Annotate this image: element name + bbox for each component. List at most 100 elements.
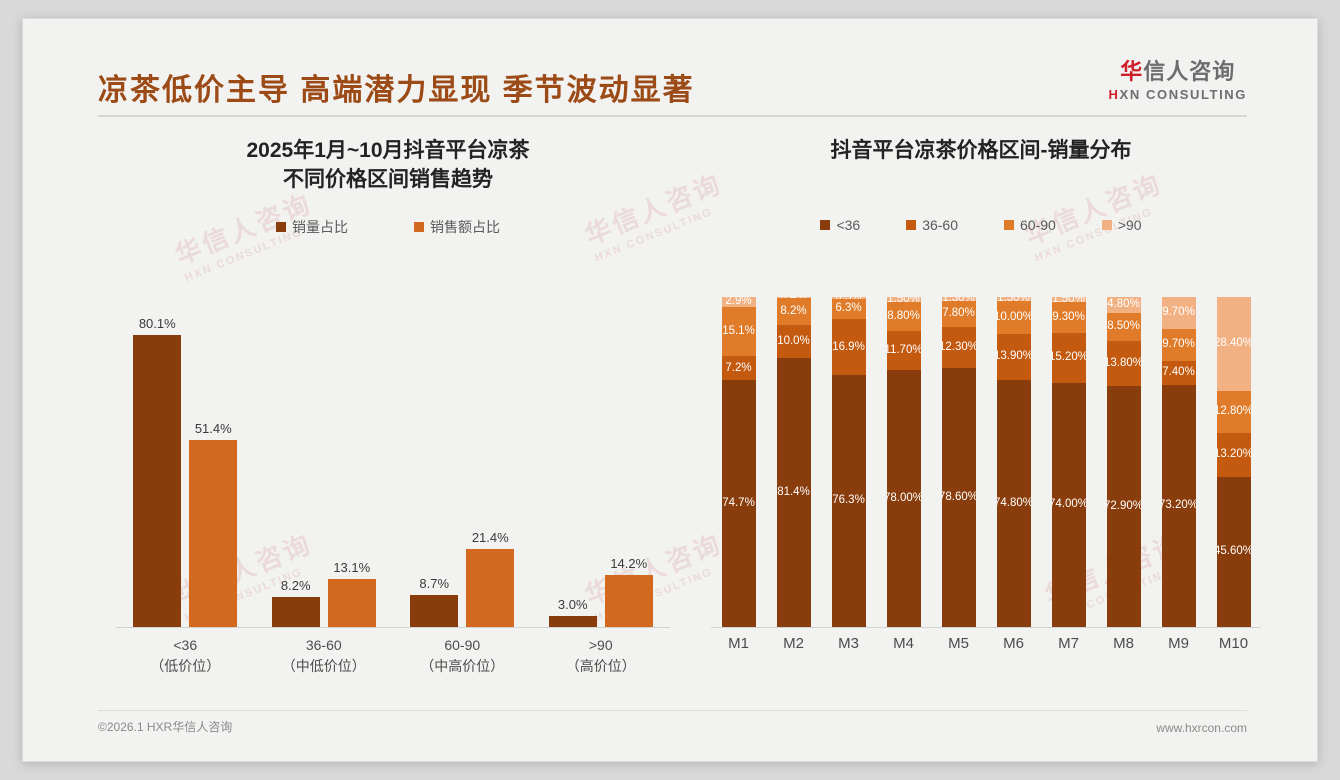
stacked-bar-column[interactable]: 1.50% 8.80% 11.70% 78.00% [876, 297, 931, 627]
stacked-segment[interactable]: 7.40% [1161, 361, 1196, 386]
stacked-segment[interactable]: 8.80% [886, 301, 921, 331]
stacked-bar-column[interactable]: 0.5%6.3%16.9%76.3% [821, 297, 876, 627]
segment-value-label: 7.40% [1162, 366, 1195, 379]
stacked-segment[interactable]: 76.3% [831, 375, 866, 627]
stacked-segment[interactable]: 6.3% [831, 298, 866, 320]
bar[interactable] [410, 595, 459, 627]
stacked-bar-column[interactable]: 4.80% 8.50% 13.80% 72.90% [1096, 297, 1151, 627]
bar-item[interactable]: 3.0% [548, 297, 597, 627]
stacked-segment[interactable]: 28.40% [1216, 297, 1251, 391]
legend-item-band-1[interactable]: 36-60 [906, 217, 958, 233]
stacked-bar-column[interactable]: 9.70% 9.70% 7.40% 73.20% [1151, 297, 1206, 627]
stacked-segment[interactable]: 74.80% [996, 380, 1031, 627]
stacked-segment[interactable]: 78.00% [886, 369, 921, 627]
stacked-segment[interactable]: 13.20% [1216, 432, 1251, 477]
stacked-segment[interactable]: 7.2% [721, 356, 756, 381]
bar-item[interactable]: 8.2% [271, 297, 320, 627]
bar-item[interactable]: 21.4% [466, 297, 515, 627]
stacked-bar[interactable]: 28.40% 12.80% 13.20% 45.60% [1216, 297, 1251, 627]
x-axis-label: M7 [1058, 635, 1079, 652]
stacked-bar-column[interactable]: 28.40% 12.80% 13.20% 45.60% [1206, 297, 1261, 627]
stacked-segment[interactable]: 16.9% [831, 319, 866, 376]
bar[interactable] [327, 579, 376, 627]
x-axis-label: <36 （低价位） [116, 635, 255, 677]
stacked-segment[interactable]: 7.80% [941, 301, 976, 328]
bar[interactable] [466, 549, 515, 627]
bar-item[interactable]: 8.7% [410, 297, 459, 627]
stacked-segment[interactable]: 15.20% [1051, 332, 1086, 383]
legend-item-volume-0[interactable]: 销量占比 [276, 217, 348, 237]
stacked-segment[interactable]: 1.30% [941, 297, 976, 304]
company-logo: 华信人咨询 HXN CONSULTING [1109, 61, 1247, 102]
bar[interactable] [604, 575, 653, 627]
stacked-segment[interactable]: 2.9% [721, 297, 756, 308]
bar[interactable] [271, 597, 320, 627]
x-axis-label-sub: （中低价位） [281, 658, 366, 674]
stacked-segment[interactable]: 8.50% [1106, 312, 1141, 341]
segment-value-label: 8.50% [1107, 320, 1140, 333]
x-axis-label: M4 [893, 635, 914, 652]
stacked-segment[interactable]: 9.30% [1051, 301, 1086, 333]
stacked-bar-column[interactable]: 1.30% 10.00% 13.90% 74.80% [986, 297, 1041, 627]
stacked-segment[interactable]: 12.30% [941, 327, 976, 368]
stacked-segment[interactable]: 78.60% [941, 367, 976, 627]
segment-value-label: 1.50% [1052, 297, 1085, 305]
bar-item[interactable]: 13.1% [327, 297, 376, 627]
x-axis-label: 36-60 （中低价位） [255, 635, 394, 677]
stacked-bar[interactable]: 0.4%8.2%10.0%81.4% [776, 297, 811, 627]
segment-value-label: 74.80% [997, 496, 1031, 509]
legend-item-band-0[interactable]: <36 [820, 217, 860, 233]
stacked-bar[interactable]: 1.50% 9.30% 15.20% 74.00% [1051, 297, 1086, 627]
stacked-segment[interactable]: 4.80% [1106, 297, 1141, 313]
bar[interactable] [189, 440, 238, 627]
segment-value-label: 13.90% [997, 350, 1031, 363]
bar-value-label: 14.2% [610, 556, 648, 571]
stacked-bar-column[interactable]: 0.4%8.2%10.0%81.4% [766, 297, 821, 627]
stacked-segment[interactable]: 8.2% [776, 298, 811, 326]
legend-item-band-2[interactable]: 60-90 [1004, 217, 1056, 233]
stacked-bar[interactable]: 1.30% 7.80% 12.30% 78.60% [941, 297, 976, 627]
stacked-segment[interactable]: 73.20% [1161, 385, 1196, 627]
right-chart-title-line1: 抖音平台凉茶价格区间-销量分布 [830, 139, 1132, 162]
stacked-segment[interactable]: 10.0% [776, 325, 811, 359]
stacked-bar[interactable]: 2.9% 15.1% 7.2% 74.7% [721, 297, 756, 627]
stacked-segment[interactable]: 13.90% [996, 334, 1031, 381]
bar-value-label: 21.4% [471, 530, 509, 545]
stacked-bar[interactable]: 9.70% 9.70% 7.40% 73.20% [1161, 297, 1196, 627]
stacked-bar[interactable]: 0.5%6.3%16.9%76.3% [831, 297, 866, 627]
stacked-segment[interactable]: 74.7% [721, 380, 756, 627]
stacked-segment[interactable]: 10.00% [996, 301, 1031, 335]
segment-value-label: 2.9% [725, 297, 752, 308]
stacked-segment[interactable]: 12.80% [1216, 390, 1251, 433]
x-axis-label: M6 [1003, 635, 1024, 652]
legend-swatch-icon [414, 221, 424, 232]
stacked-bar[interactable]: 4.80% 8.50% 13.80% 72.90% [1106, 297, 1141, 627]
stacked-segment[interactable]: 72.90% [1106, 386, 1141, 627]
stacked-segment[interactable]: 15.1% [721, 306, 756, 357]
stacked-bar-column[interactable]: 1.30% 7.80% 12.30% 78.60% [931, 297, 986, 627]
legend-item-band-3[interactable]: >90 [1101, 217, 1142, 233]
left-chart-legend: 销量占比 销售额占比 [98, 217, 678, 237]
bar-item[interactable]: 14.2% [604, 297, 653, 627]
bar[interactable] [548, 616, 597, 627]
stacked-segment[interactable]: 1.50% [1051, 297, 1086, 305]
stacked-segment[interactable]: 45.60% [1216, 476, 1251, 627]
stacked-bar[interactable]: 1.30% 10.00% 13.90% 74.80% [996, 297, 1031, 627]
stacked-segment[interactable]: 9.70% [1161, 329, 1196, 361]
stacked-segment[interactable]: 81.4% [776, 358, 811, 627]
bar-item[interactable]: 51.4% [189, 297, 238, 627]
stacked-segment[interactable]: 9.70% [1161, 297, 1196, 329]
stacked-segment[interactable]: 11.70% [886, 330, 921, 370]
stacked-segment[interactable]: 1.50% [886, 297, 921, 304]
stacked-bar-column[interactable]: 2.9% 15.1% 7.2% 74.7% [711, 297, 766, 627]
segment-value-label: 8.80% [887, 309, 920, 322]
stacked-segment[interactable]: 1.30% [996, 297, 1031, 304]
stacked-bar-column[interactable]: 1.50% 9.30% 15.20% 74.00% [1041, 297, 1096, 627]
legend-item-volume-1[interactable]: 销售额占比 [414, 217, 500, 237]
stacked-segment[interactable]: 74.00% [1051, 382, 1086, 627]
bar[interactable] [133, 335, 182, 627]
stacked-bar[interactable]: 1.50% 8.80% 11.70% 78.00% [886, 297, 921, 627]
bar-item[interactable]: 80.1% [133, 297, 182, 627]
x-axis-label-sub: （高价位） [565, 658, 636, 674]
stacked-segment[interactable]: 13.80% [1106, 340, 1141, 387]
